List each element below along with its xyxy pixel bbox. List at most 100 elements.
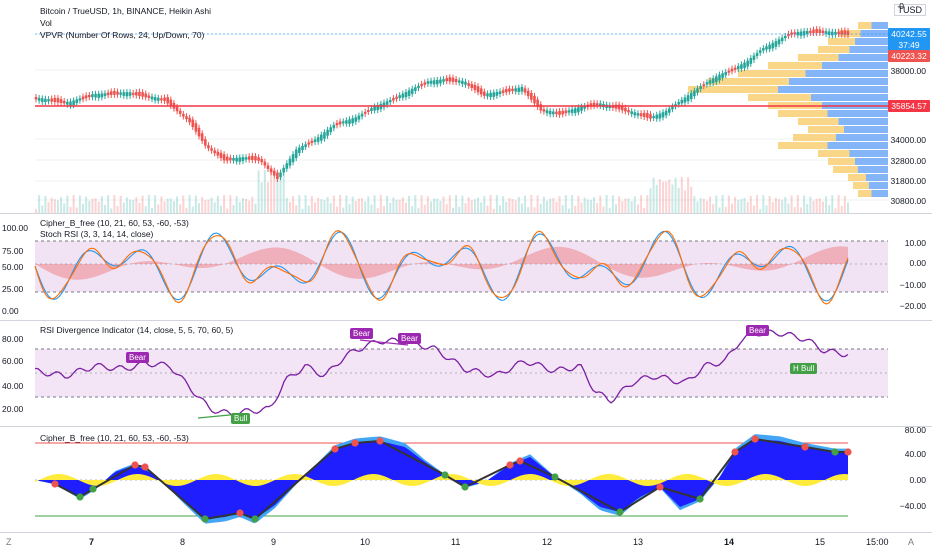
candle-body	[407, 90, 411, 96]
volume-bar	[339, 195, 342, 213]
volume-bar	[235, 196, 238, 213]
vpvr-down-bar	[828, 158, 855, 165]
volume-bar	[665, 181, 668, 213]
candle-body	[229, 157, 232, 161]
volume-bar	[100, 196, 103, 213]
volume-bar	[116, 205, 119, 213]
volume-bar	[176, 196, 179, 213]
cipher-rtick-40: 40.00	[904, 449, 926, 459]
candle-body	[301, 145, 304, 150]
candle-body	[241, 157, 245, 162]
volume-bar	[53, 199, 56, 213]
volume-bar	[586, 199, 589, 213]
currency-button[interactable]: TUSD	[893, 4, 926, 16]
vpvr-up-bar	[835, 134, 888, 141]
volume-bar	[451, 207, 454, 213]
candle-body	[56, 98, 60, 103]
volume-bar	[539, 203, 542, 213]
vpvr-down-bar	[818, 150, 850, 157]
vpvr-down-bar	[858, 22, 872, 29]
candle-body	[802, 31, 806, 36]
cipher-legend-2: Cipher_B_free (10, 21, 60, 53, -60, -53)	[40, 433, 189, 443]
candle-body	[332, 124, 336, 129]
rsi-legend: RSI Divergence Indicator (14, close, 5, …	[40, 325, 234, 335]
pane-separator-2[interactable]	[0, 320, 932, 321]
candle-body	[702, 84, 706, 87]
volume-bar	[520, 203, 523, 213]
candle-body	[313, 139, 317, 143]
time-axis[interactable]: Z 7 8 9 10 11 12 13 14 15 15:00 A	[0, 532, 932, 551]
stoch-pane[interactable]: Cipher_B_free (10, 21, 60, 53, -60, -53)…	[0, 214, 932, 320]
candle-body	[620, 105, 624, 111]
volume-bar	[806, 203, 809, 213]
rsi-pane[interactable]: RSI Divergence Indicator (14, close, 5, …	[0, 321, 932, 426]
pane-separator-3[interactable]	[0, 426, 932, 427]
volume-bar	[107, 195, 110, 213]
candle-body	[141, 92, 144, 97]
volume-bar	[288, 201, 291, 213]
candle-body	[721, 73, 724, 78]
cipher-pane[interactable]: Cipher_B_free (10, 21, 60, 53, -60, -53)…	[0, 425, 932, 532]
candle-body	[486, 93, 489, 97]
candle-body	[573, 108, 577, 114]
volume-bar	[693, 196, 696, 213]
bull-label: Bull	[231, 413, 251, 424]
volume-bar	[154, 195, 157, 213]
auto-scale-corner[interactable]: A	[907, 537, 914, 547]
volume-bar	[489, 195, 492, 213]
volume-bar	[166, 198, 169, 213]
zoom-corner[interactable]: Z	[6, 537, 12, 547]
volume-bar	[511, 199, 514, 213]
volume-bar	[373, 195, 376, 213]
volume-bar	[561, 205, 564, 213]
candle-body	[119, 92, 122, 95]
price-chart	[34, 22, 888, 213]
tick-38000: 38000.00	[890, 66, 926, 76]
candle-body	[514, 88, 517, 92]
volume-bar	[674, 177, 677, 213]
candle-body	[708, 80, 712, 84]
candle-body	[718, 74, 721, 81]
volume-bar	[514, 200, 517, 213]
candle-body	[213, 150, 217, 154]
price-pane[interactable]: Bitcoin / TrueUSD, 1h, BINANCE, Heikin A…	[0, 0, 932, 213]
candle-body	[768, 44, 771, 50]
stoch-tick-100: 100.00	[2, 223, 28, 233]
candle-body	[558, 110, 561, 115]
rsi-line	[34, 329, 849, 417]
volume-bar	[295, 205, 298, 213]
volume-bar	[837, 195, 840, 213]
candle-body	[200, 133, 204, 142]
candle-body	[743, 62, 746, 69]
time-label-10: 10	[360, 537, 371, 547]
bear-divergence	[359, 339, 409, 346]
volume-bar	[238, 201, 241, 213]
candle-body	[210, 148, 213, 151]
candle-body	[624, 107, 627, 112]
cipher-dot	[441, 471, 449, 479]
candle-body	[122, 92, 126, 96]
volume-bar	[787, 203, 790, 213]
volume-bar	[815, 198, 818, 213]
candle-body	[517, 87, 521, 92]
volume-bar	[467, 197, 470, 213]
volume-bar	[392, 197, 395, 213]
volume-bar	[50, 197, 53, 213]
candle-body	[81, 96, 85, 100]
candle-body	[348, 119, 351, 124]
candle-body	[696, 88, 699, 93]
volume-bar	[718, 207, 721, 213]
volume-bar	[752, 205, 755, 213]
candle-body	[59, 99, 63, 103]
candle-body	[551, 111, 555, 115]
candle-body	[329, 127, 333, 133]
pane-separator-1[interactable]	[0, 213, 932, 214]
candle-body	[404, 91, 408, 98]
volume-bar	[335, 206, 338, 213]
candle-body	[97, 93, 101, 98]
candle-body	[291, 154, 295, 163]
candle-body	[457, 80, 461, 83]
volume-bar	[182, 195, 185, 213]
volume-bar	[267, 182, 269, 213]
volume-bar	[502, 196, 505, 213]
